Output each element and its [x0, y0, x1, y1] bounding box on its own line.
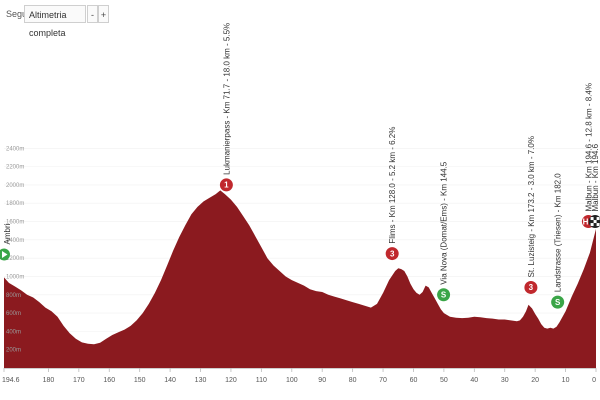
x-tick-label: 70 — [379, 377, 387, 384]
marker-start[interactable]: Ambri — [0, 223, 12, 261]
marker-sprint[interactable]: S Via Nova (Domat/Ems) - Km 144.5 — [437, 161, 451, 302]
marker-climb[interactable]: 1 Lukmanierpass - Km 71.7 - 18.0 km - 5.5… — [219, 23, 233, 192]
y-tick-label: 1600m — [6, 220, 24, 226]
x-tick-label: 120 — [225, 377, 237, 384]
y-tick-label: 2000m — [6, 183, 24, 189]
marker-badge-text: S — [555, 298, 561, 307]
sprint-badge-icon — [551, 295, 565, 309]
y-tick-label: 200m — [6, 348, 21, 354]
finish-flag-square — [596, 223, 600, 227]
x-tick-label: 40 — [470, 377, 478, 384]
marker-climb[interactable]: 3 St. Luzisteig - Km 173.2 - 3.0 km - 7.0… — [524, 136, 538, 294]
marker-badge-text: 3 — [390, 249, 395, 258]
marker-label: Landstrasse (Triesen) - Km 182.0 — [554, 173, 563, 292]
x-tick-label: 20 — [531, 377, 539, 384]
x-tick-label: 110 — [256, 377, 267, 384]
x-tick-label: 170 — [73, 377, 85, 384]
climb-badge-icon — [524, 280, 538, 294]
finish-flag-square — [590, 217, 594, 221]
marker-climb[interactable]: 3 Flims - Km 128.0 - 5.2 km - 6.2% — [385, 127, 399, 261]
x-tick-label: 80 — [349, 377, 357, 384]
x-tick-label: 10 — [562, 377, 570, 384]
marker-label: Lukmanierpass - Km 71.7 - 18.0 km - 5.5% — [222, 23, 231, 175]
marker-badge-text: 1 — [224, 181, 229, 190]
elevation-profile-area[interactable] — [4, 190, 596, 368]
zoom-out-button[interactable]: - — [87, 5, 98, 23]
follow-label: Segui — [6, 9, 30, 19]
finish-flag-square — [593, 220, 597, 224]
finish-flag-square — [596, 217, 600, 221]
marker-badge-text: HC — [583, 217, 595, 226]
x-tick-label: 90 — [318, 377, 326, 384]
sprint-badge-icon — [437, 288, 451, 302]
marker-label: Malbun - Km 194.6 - 12.8 km - 8.4% — [584, 83, 593, 212]
climb-badge-icon — [219, 178, 233, 192]
marker-finish[interactable]: Malbun - Km 194.6 — [588, 143, 600, 229]
y-tick-label: 1000m — [6, 274, 24, 280]
x-tick-label: 130 — [195, 377, 207, 384]
finish-flag-square — [590, 223, 594, 227]
y-tick-label: 2400m — [6, 146, 24, 152]
x-tick-label: 160 — [103, 377, 115, 384]
x-tick-label: 150 — [134, 377, 146, 384]
x-tick-label: 180 — [43, 377, 55, 384]
y-tick-label: 1400m — [6, 238, 24, 244]
x-tick-label: 140 — [164, 377, 176, 384]
view-select[interactable]: Altimetria completa — [24, 5, 86, 38]
zoom-in-button[interactable]: + — [98, 5, 109, 23]
marker-label: Flims - Km 128.0 - 5.2 km - 6.2% — [388, 127, 397, 244]
y-tick-label: 600m — [6, 311, 21, 317]
marker-badge-text: 3 — [529, 283, 534, 292]
marker-badge-text: S — [441, 291, 447, 300]
marker-label: St. Luzisteig - Km 173.2 - 3.0 km - 7.0% — [527, 136, 536, 277]
y-tick-label: 1200m — [6, 256, 24, 262]
marker-label: Ambri — [3, 223, 12, 244]
x-tick-label: 30 — [501, 377, 509, 384]
climb-badge-icon — [385, 247, 399, 261]
x-tick-label: 60 — [410, 377, 418, 384]
toolbar: Segui Altimetria completa - + — [0, 0, 600, 38]
y-tick-label: 800m — [6, 293, 21, 299]
x-tick-label: 0 — [592, 377, 596, 384]
marker-label: Malbun - Km 194.6 — [591, 143, 600, 211]
x-tick-label: 194.6 — [2, 377, 20, 384]
y-tick-label: 400m — [6, 329, 21, 335]
marker-label: Via Nova (Domat/Ems) - Km 144.5 — [440, 161, 449, 285]
start-arrow-icon — [2, 250, 8, 258]
x-tick-label: 100 — [286, 377, 298, 384]
y-tick-label: 2200m — [6, 165, 24, 171]
x-tick-label: 50 — [440, 377, 448, 384]
marker-sprint[interactable]: S Landstrasse (Triesen) - Km 182.0 — [551, 173, 565, 309]
y-tick-label: 1800m — [6, 201, 24, 207]
